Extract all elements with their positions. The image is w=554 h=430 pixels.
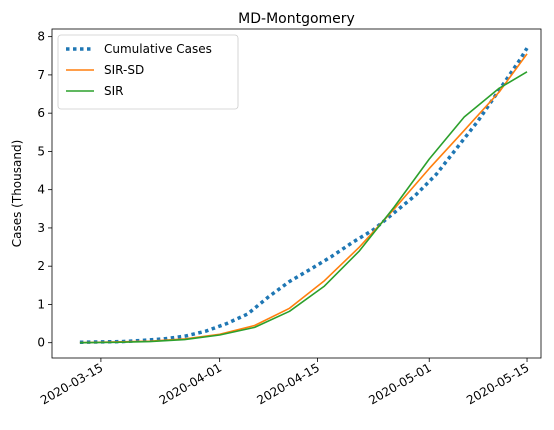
y-tick-label: 2 bbox=[37, 259, 45, 273]
series-line-sir bbox=[79, 71, 528, 344]
x-tick-label: 2020-04-01 bbox=[157, 360, 224, 407]
y-tick-label: 0 bbox=[37, 336, 45, 350]
legend-label: SIR-SD bbox=[104, 63, 144, 77]
y-tick-label: 1 bbox=[37, 297, 45, 311]
y-tick-label: 7 bbox=[37, 68, 45, 82]
x-tick-label: 2020-05-15 bbox=[464, 360, 531, 407]
x-tick-label: 2020-04-15 bbox=[255, 360, 322, 407]
x-tick-label: 2020-03-15 bbox=[38, 360, 105, 407]
y-tick-label: 4 bbox=[37, 183, 45, 197]
x-tick-label: 2020-05-01 bbox=[366, 360, 433, 407]
y-tick-label: 8 bbox=[37, 30, 45, 44]
legend-box bbox=[57, 34, 239, 110]
y-tick-label: 5 bbox=[37, 144, 45, 158]
legend-label: Cumulative Cases bbox=[104, 42, 212, 56]
chart-title: MD-Montgomery bbox=[238, 11, 355, 27]
y-axis-label: Cases (Thousand) bbox=[10, 140, 24, 248]
y-tick-label: 6 bbox=[37, 106, 45, 120]
y-tick-label: 3 bbox=[37, 221, 45, 235]
legend-label: SIR bbox=[104, 84, 124, 98]
plot-frame bbox=[51, 28, 542, 359]
